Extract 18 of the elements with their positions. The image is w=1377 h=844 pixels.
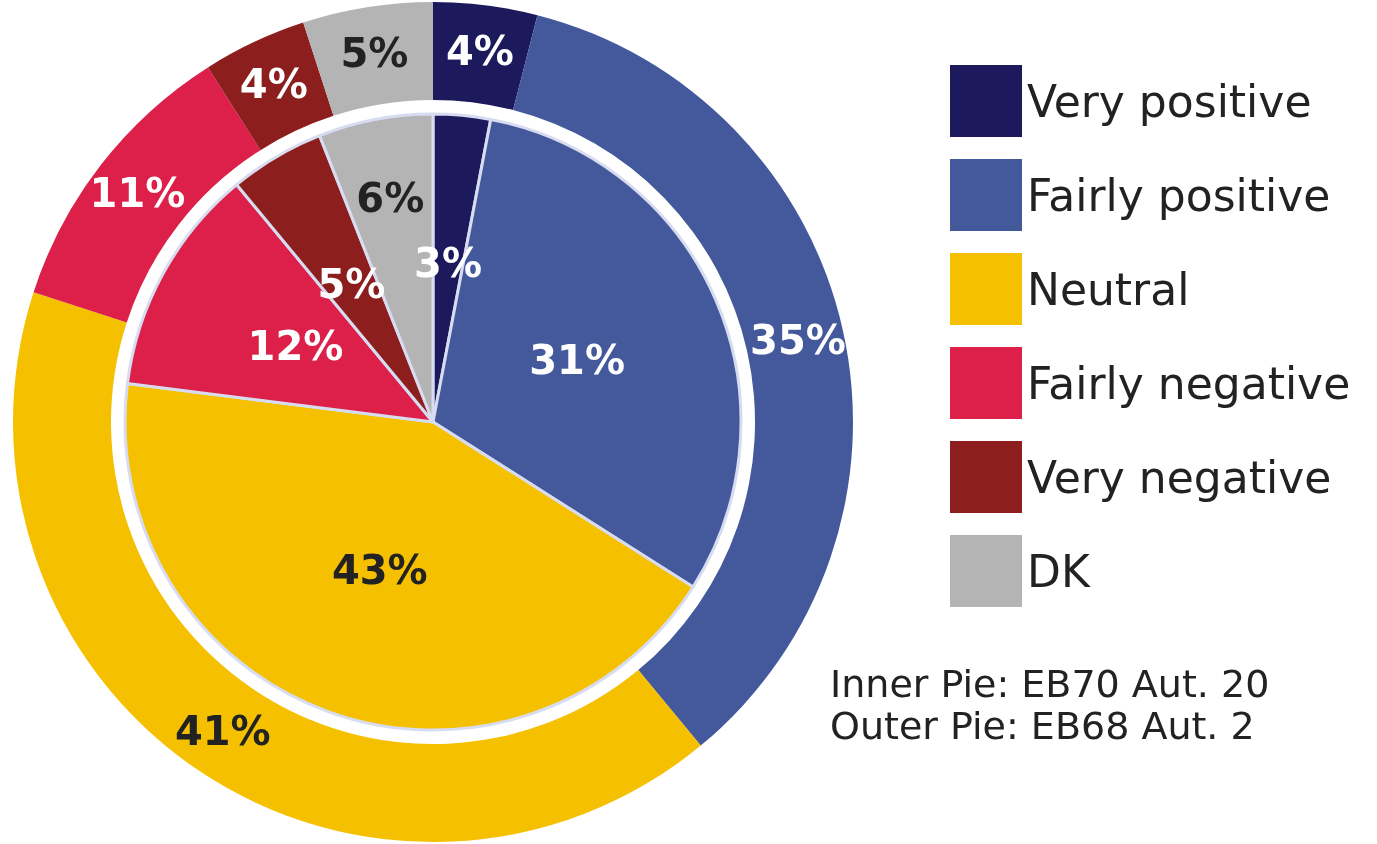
legend-label: Very positive bbox=[1027, 75, 1312, 127]
legend-label: Neutral bbox=[1027, 263, 1190, 315]
data-label: 4% bbox=[445, 27, 514, 74]
data-label: 12% bbox=[247, 323, 344, 370]
data-label: 43% bbox=[331, 546, 428, 593]
legend-label: Very negative bbox=[1027, 451, 1332, 503]
data-label: 41% bbox=[174, 708, 271, 755]
data-label: 4% bbox=[239, 60, 308, 107]
data-label: 31% bbox=[529, 336, 625, 383]
text: Inner Pie: EB70 Aut. 20 bbox=[830, 662, 1270, 706]
legend-label: DK bbox=[1027, 545, 1091, 597]
data-label: 5% bbox=[340, 29, 409, 76]
data-label: 35% bbox=[750, 317, 846, 364]
text: Outer Pie: EB68 Aut. 2 bbox=[830, 704, 1255, 748]
legend-label: Fairly positive bbox=[1027, 169, 1331, 221]
data-label: 6% bbox=[356, 175, 425, 222]
legend-label: Fairly negative bbox=[1027, 357, 1351, 409]
data-label: 11% bbox=[89, 169, 186, 216]
